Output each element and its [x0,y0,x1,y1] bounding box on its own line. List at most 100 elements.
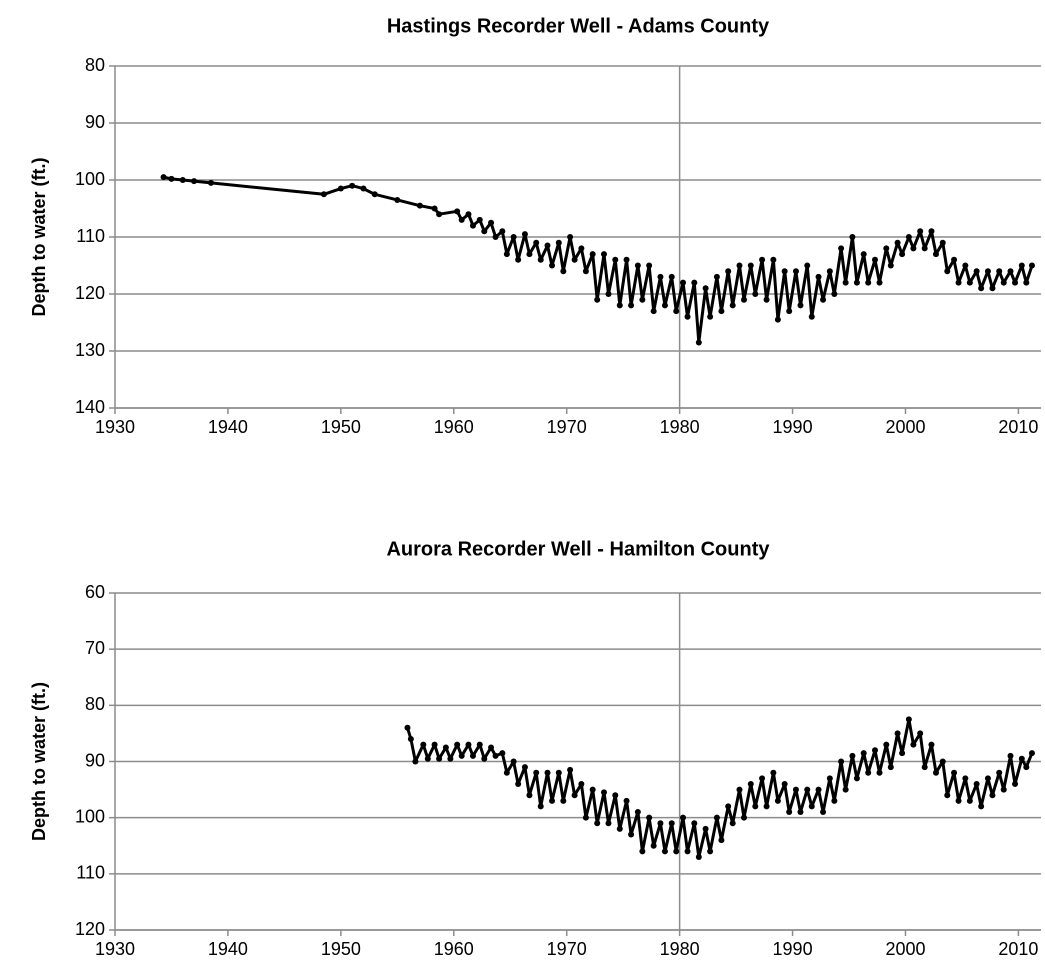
chart-title: Aurora Recorder Well - Hamilton County [386,538,770,560]
data-point [989,285,996,292]
data-point [752,803,759,810]
data-point [458,752,465,759]
y-tick-label: 70 [85,638,105,658]
data-point [1028,750,1035,757]
chart-title: Hastings Recorder Well - Adams County [387,15,770,37]
data-point [883,741,890,748]
data-point [1007,268,1014,275]
data-point [917,730,924,737]
data-point [616,825,623,832]
data-point [521,231,528,238]
data-point [404,724,411,731]
y-tick-label: 120 [75,283,105,303]
data-point [984,775,991,782]
data-point [978,803,985,810]
y-tick-label: 100 [75,169,105,189]
data-point [578,245,585,252]
data-point [729,302,736,309]
data-point [695,339,702,346]
data-point [680,814,687,821]
data-point [804,262,811,269]
x-tick-label: 1990 [773,417,813,437]
data-point [939,239,946,246]
data-point [503,251,510,258]
data-point [458,216,465,223]
data-point [650,842,657,849]
data-point [668,820,675,827]
data-point [865,769,872,776]
data-point [416,202,423,209]
data-point [612,256,619,263]
data-point [476,741,483,748]
data-point [826,268,833,275]
data-point [849,234,856,240]
data-point [741,296,748,303]
y-axis-title: Depth to water (ft.) [29,682,49,841]
data-point [582,814,589,821]
data-point [1007,752,1014,759]
data-point [646,814,653,821]
data-point [179,177,186,183]
data-point [759,775,766,782]
data-point [831,291,838,297]
data-point [549,262,556,269]
data-point [320,191,327,198]
data-point [600,789,607,796]
data-point [431,741,438,748]
data-point [191,178,198,185]
data-point [951,769,958,776]
data-point [646,262,653,269]
y-tick-label: 140 [75,397,105,417]
data-point [899,750,906,757]
data-point [526,251,533,258]
data-point [736,262,743,269]
data-point [394,196,401,203]
data-point [371,191,378,198]
data-point [555,769,562,776]
data-point [544,769,551,776]
data-point [747,780,754,787]
data-point [770,769,777,776]
data-point [702,285,709,292]
data-point [887,764,894,771]
data-point [465,741,472,748]
data-point [571,256,578,263]
data-point [499,750,506,757]
data-point [815,273,822,280]
data-point [718,308,725,315]
data-point [691,279,698,286]
data-point [973,780,980,787]
data-point [729,820,736,827]
data-point [989,792,996,799]
data-point [431,205,438,212]
data-point [481,228,488,235]
data-point [921,764,928,771]
y-tick-label: 130 [75,340,105,360]
data-point [567,766,574,773]
data-point [657,273,664,280]
data-point [168,175,175,182]
data-point [582,268,589,275]
data-point [838,758,845,765]
data-point [657,820,664,827]
data-point [860,750,867,757]
y-axis-title: Depth to water (ft.) [29,158,49,317]
y-tick-label: 80 [85,694,105,714]
data-point [1028,262,1035,269]
data-point [623,797,630,804]
data-point [349,182,356,189]
data-point [774,316,781,323]
data-point [899,251,906,258]
data-point [781,268,788,275]
data-point [763,296,770,303]
data-point [567,234,574,240]
series-line [163,175,1034,344]
data-point [469,752,476,759]
data-point [612,792,619,799]
data-point [476,216,483,223]
data-point [1000,279,1007,286]
data-point [713,814,720,821]
y-tick-label: 90 [85,750,105,770]
data-point [797,809,804,816]
